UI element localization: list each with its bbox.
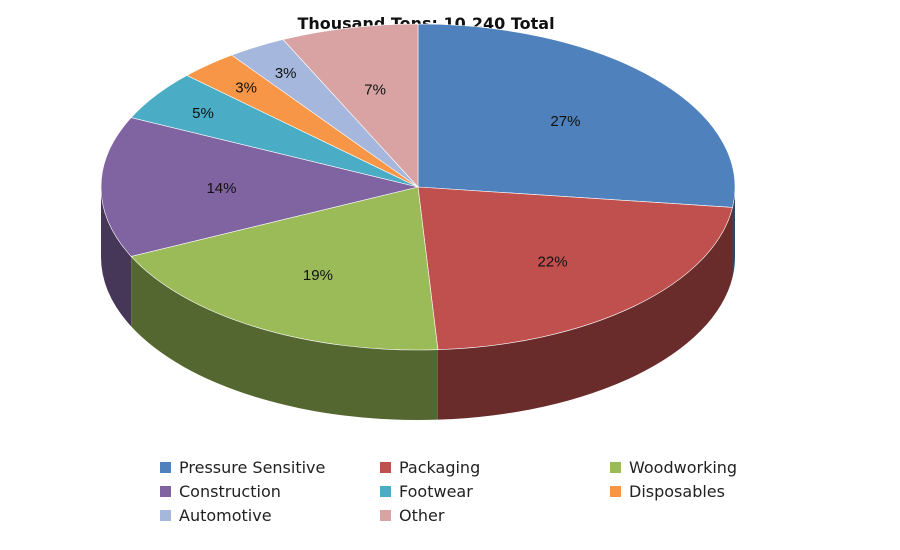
slice-construction[interactable] <box>100 117 419 257</box>
legend-swatch <box>380 485 391 497</box>
legend-label: Disposables <box>629 481 725 501</box>
legend-swatch <box>160 509 171 521</box>
legend-item: Pressure Sensitive <box>160 456 380 478</box>
data-label: 19% <box>303 267 333 284</box>
data-label: 22% <box>538 254 568 271</box>
data-label: 27% <box>550 113 580 130</box>
slice-side-pressure-sensitive <box>732 187 735 278</box>
legend-item: Woodworking <box>610 456 780 478</box>
slice-woodworking[interactable] <box>130 186 439 351</box>
data-label: 3% <box>275 65 297 82</box>
legend-swatch <box>160 461 171 473</box>
legend-swatch <box>380 461 391 473</box>
slice-side-construction <box>101 187 132 327</box>
legend-item: Disposables <box>610 480 780 502</box>
legend-swatch <box>160 485 171 497</box>
slice-pressure-sensitive[interactable] <box>417 23 736 208</box>
pie-chart: 27% 22% 19% 14% 5% 3% 3% 7% <box>100 23 736 420</box>
slice-side-woodworking <box>131 256 438 420</box>
legend-item: Construction <box>160 480 380 502</box>
slice-other[interactable] <box>282 23 419 188</box>
legend-label: Other <box>399 505 445 525</box>
slice-packaging[interactable] <box>417 186 733 350</box>
legend-item: Footwear <box>380 480 610 502</box>
legend-label: Automotive <box>179 505 272 525</box>
legend-item: Automotive <box>160 504 380 526</box>
legend-label: Construction <box>179 481 281 501</box>
data-label: 3% <box>235 80 257 97</box>
legend-label: Footwear <box>399 481 473 501</box>
data-label: 14% <box>206 180 236 197</box>
legend-label: Pressure Sensitive <box>179 457 326 477</box>
legend-item: Other <box>380 504 610 526</box>
data-label: 7% <box>364 81 386 98</box>
data-label: 5% <box>192 105 214 122</box>
legend-swatch <box>610 461 621 473</box>
legend: Pressure Sensitive Packaging Woodworking Co… <box>160 456 780 526</box>
legend-label: Woodworking <box>629 457 738 477</box>
legend-item: Packaging <box>380 456 610 478</box>
slice-side-packaging <box>437 207 733 420</box>
legend-swatch <box>380 509 391 521</box>
legend-swatch <box>610 485 621 497</box>
legend-label: Packaging <box>399 457 481 477</box>
